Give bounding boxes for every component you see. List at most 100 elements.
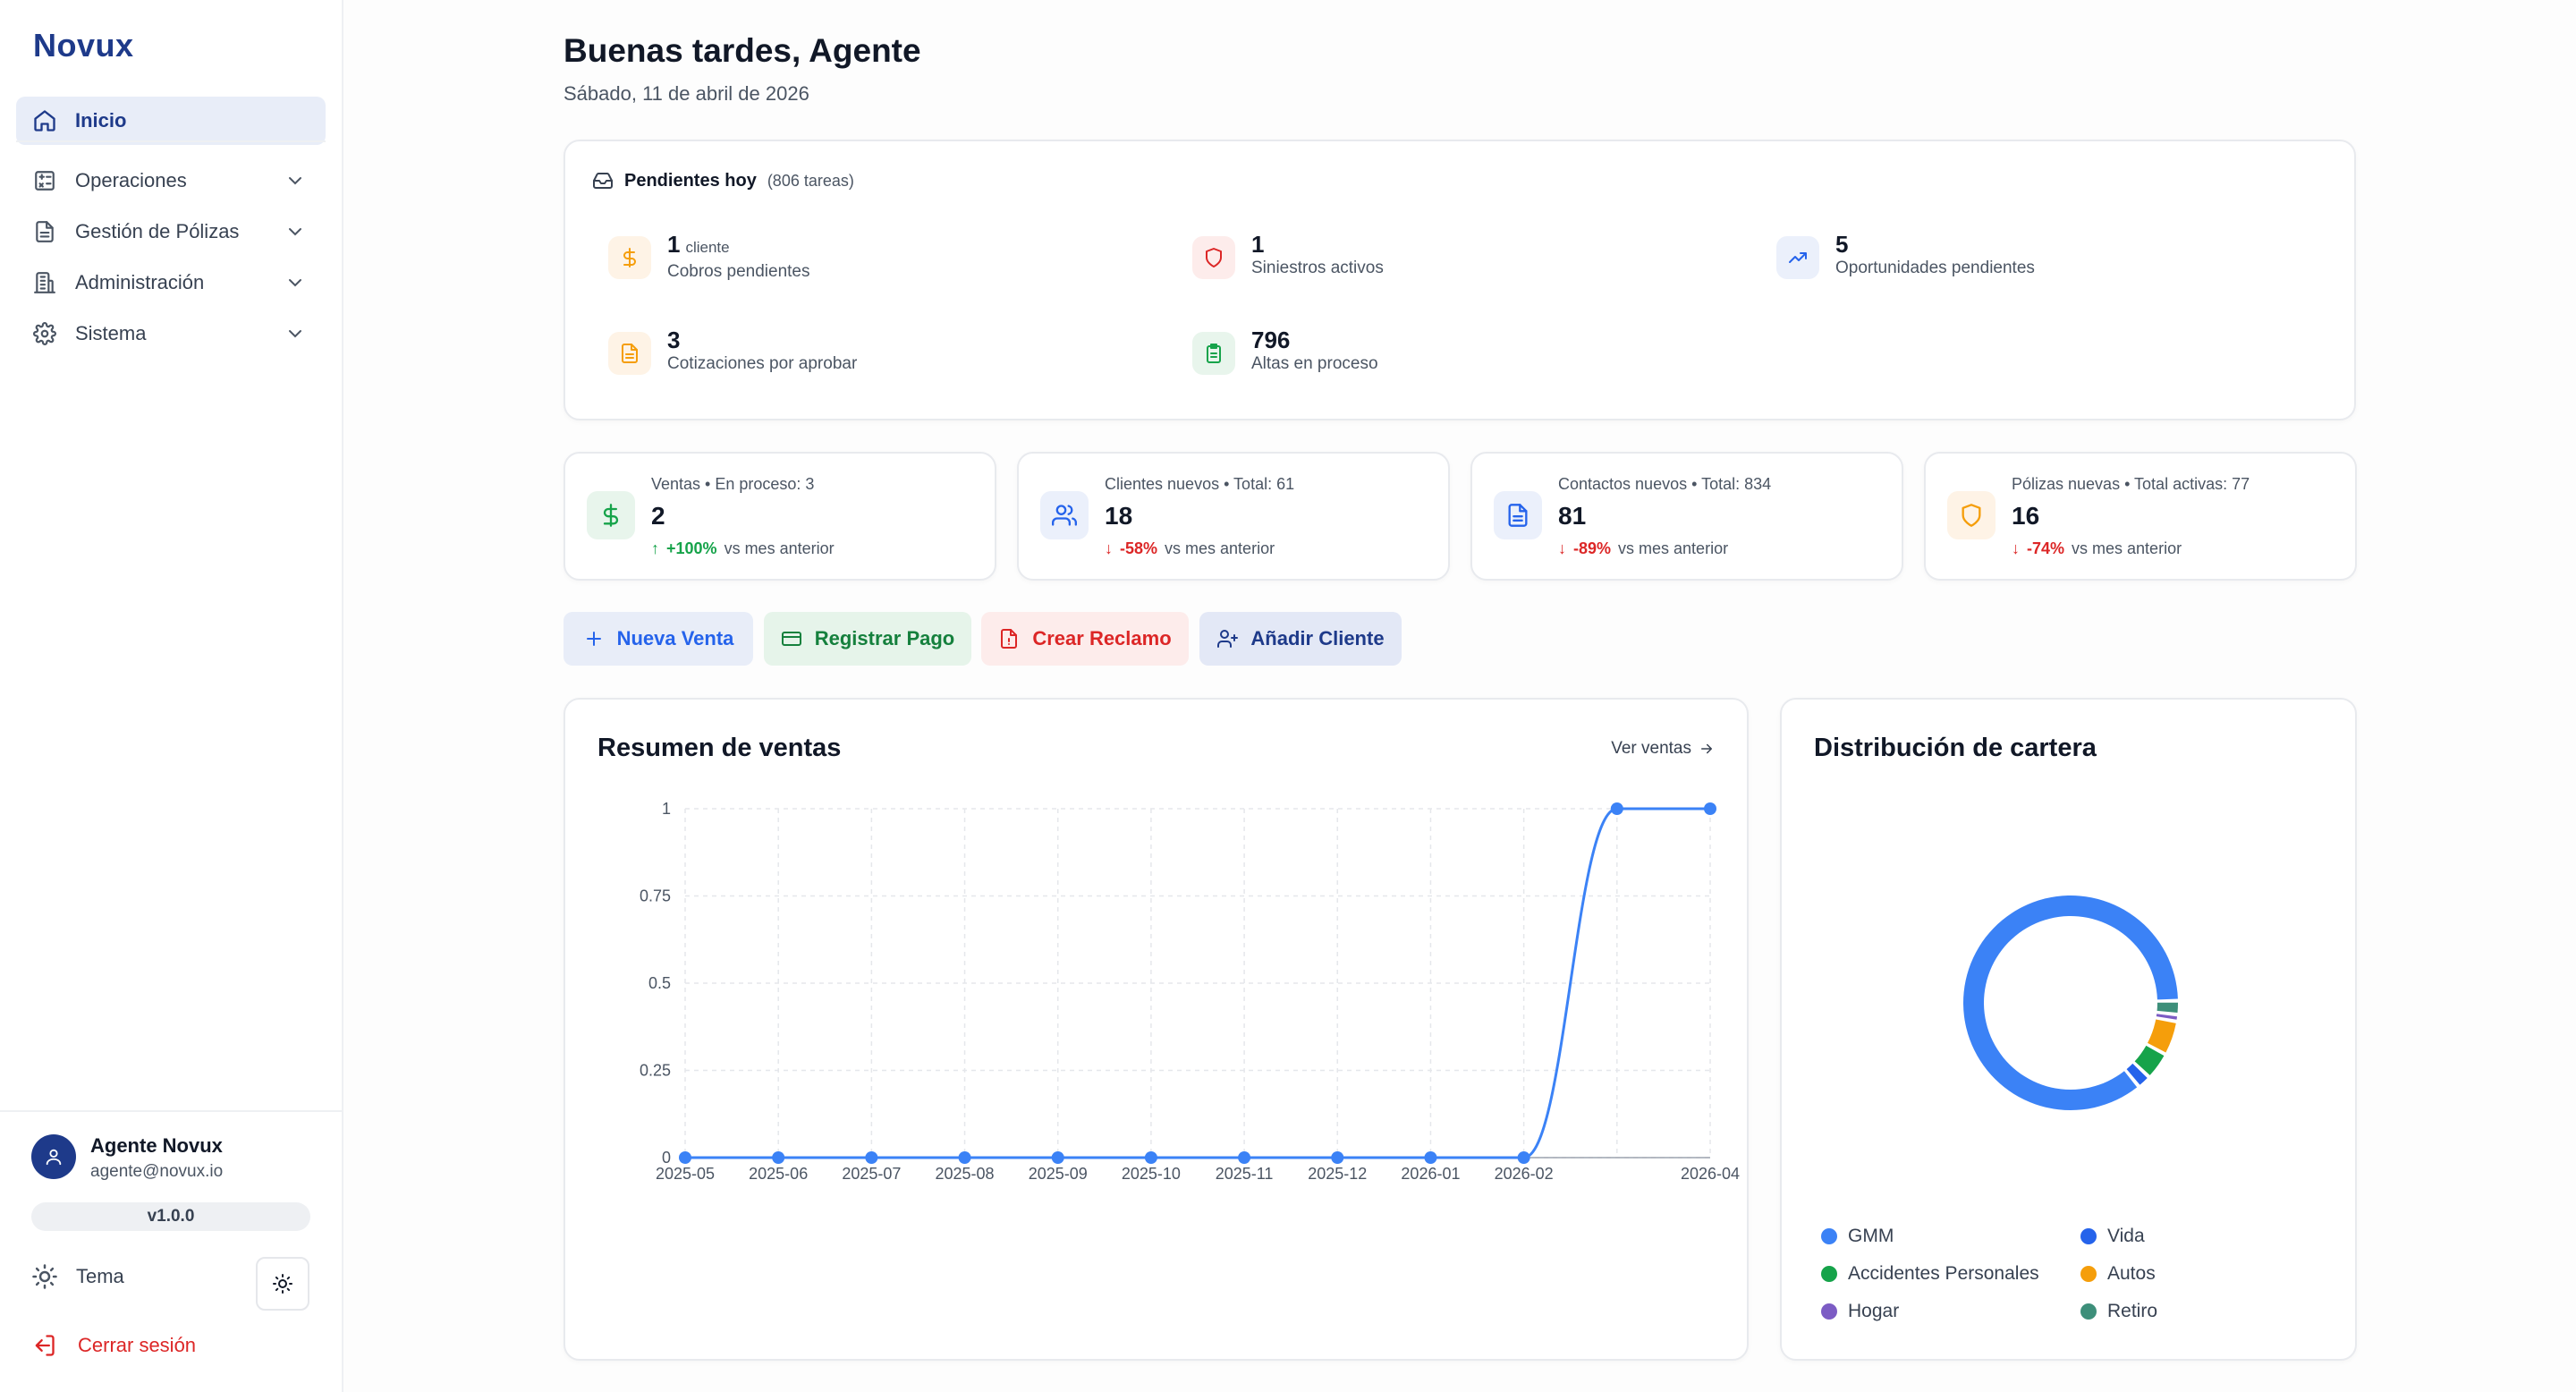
y-tick-label: 1: [662, 800, 671, 818]
legend-swatch: [1821, 1228, 1837, 1244]
sidebar-item-label: Administración: [75, 271, 205, 293]
user-name: Agente Novux: [90, 1134, 223, 1157]
kpi-trend: ↓ -58% vs mes anterior: [1105, 539, 1275, 558]
theme-toggle-button[interactable]: [256, 1257, 309, 1311]
trend-down-icon: ↓: [2012, 539, 2020, 557]
arrow-right-icon: [1701, 743, 1712, 754]
data-point: [865, 1151, 878, 1164]
pending-count: (806 tareas): [767, 171, 854, 190]
portfolio-card: Distribución de cartera GMM Vida Accidente…: [1780, 698, 2357, 1361]
sidebar-item-inicio[interactable]: Inicio: [16, 97, 326, 145]
button-label: Añadir Cliente: [1250, 627, 1385, 649]
legend-swatch: [2080, 1266, 2097, 1282]
y-tick-label: 0.5: [648, 974, 671, 992]
data-point: [1424, 1151, 1437, 1164]
legend-item[interactable]: Vida: [2080, 1226, 2145, 1247]
data-point: [1331, 1151, 1344, 1164]
data-point: [958, 1151, 971, 1164]
logout-icon: [35, 1335, 55, 1356]
users-icon: [1040, 491, 1089, 539]
pending-item-siniestros[interactable]: 1 Siniestros activos: [1192, 231, 1384, 279]
building-icon: [32, 270, 57, 295]
x-tick-label: 2025-08: [936, 1165, 995, 1183]
y-tick-label: 0: [662, 1149, 671, 1167]
button-label: Crear Reclamo: [1032, 627, 1172, 649]
pending-item-oportunidades[interactable]: 5 Oportunidades pendientes: [1776, 231, 2035, 279]
x-tick-label: 2026-04: [1681, 1165, 1740, 1183]
home-icon: [32, 108, 57, 133]
data-point: [1144, 1151, 1157, 1164]
kpi-suffix: vs mes anterior: [2072, 539, 2182, 557]
kpi-heading: Contactos nuevos • Total: 834: [1558, 475, 1772, 493]
shield-icon: [1947, 491, 1996, 539]
data-point: [772, 1151, 785, 1164]
legend-item[interactable]: GMM: [1821, 1226, 1894, 1247]
logout-button[interactable]: Cerrar sesión: [31, 1333, 196, 1358]
sun-icon: [273, 1274, 292, 1294]
file-warning-icon: [1001, 629, 1018, 649]
pending-label: Altas en proceso: [1251, 354, 1378, 373]
sidebar-item-sistema[interactable]: Sistema: [16, 310, 326, 358]
chevron-down-icon: [289, 177, 301, 185]
brand-logo[interactable]: Novux: [33, 27, 134, 64]
x-tick-label: 2025-06: [749, 1165, 808, 1183]
sidebar-item-operaciones[interactable]: Operaciones: [16, 157, 326, 205]
document-icon: [32, 219, 57, 244]
kpi-trend: ↓ -74% vs mes anterior: [2012, 539, 2182, 558]
legend-swatch: [1821, 1303, 1837, 1320]
pending-item-cotizaciones[interactable]: 3 Cotizaciones por aprobar: [608, 327, 857, 375]
sidebar-item-label: Gestión de Pólizas: [75, 220, 240, 242]
sales-summary-title: Resumen de ventas: [597, 734, 842, 762]
new-sale-button[interactable]: Nueva Venta: [564, 612, 753, 666]
theme-label: Tema: [76, 1265, 124, 1287]
shield-icon: [1192, 236, 1235, 279]
legend-swatch: [2080, 1228, 2097, 1244]
donut-slice: [2134, 1045, 2165, 1075]
data-point: [1610, 802, 1623, 815]
avatar[interactable]: [31, 1134, 76, 1179]
sales-summary-card: Resumen de ventas Ver ventas 0 0.25 0.5 0.7…: [564, 698, 1749, 1361]
button-label: Registrar Pago: [814, 627, 955, 649]
theme-row: Tema: [31, 1263, 124, 1290]
data-point: [1704, 802, 1716, 815]
kpi-suffix: vs mes anterior: [1165, 539, 1275, 557]
pending-item-cobros[interactable]: 1 cliente Cobros pendientes: [608, 231, 810, 283]
kpi-percent: -89%: [1573, 539, 1612, 557]
sidebar-item-label: Sistema: [75, 322, 147, 344]
kpi-trend: ↓ -89% vs mes anterior: [1558, 539, 1728, 558]
x-tick-label: 2025-07: [842, 1165, 901, 1183]
kpi-card-contactos[interactable]: Contactos nuevos • Total: 834 81 ↓ -89% …: [1470, 452, 1903, 581]
sun-icon: [32, 1264, 57, 1289]
register-payment-button[interactable]: Registrar Pago: [764, 612, 971, 666]
kpi-card-clientes[interactable]: Clientes nuevos • Total: 61 18 ↓ -58% vs…: [1017, 452, 1450, 581]
legend-item[interactable]: Autos: [2080, 1263, 2156, 1285]
legend-item[interactable]: Retiro: [2080, 1301, 2157, 1322]
x-tick-label: 2025-05: [656, 1165, 715, 1183]
document-icon: [608, 332, 651, 375]
sidebar-item-gestion-polizas[interactable]: Gestión de Pólizas: [16, 208, 326, 256]
donut-slice: [2148, 1019, 2176, 1053]
view-sales-link[interactable]: Ver ventas: [1611, 739, 1715, 759]
kpi-heading: Pólizas nuevas • Total activas: 77: [2012, 475, 2250, 493]
view-sales-label: Ver ventas: [1611, 739, 1691, 758]
kpi-card-polizas[interactable]: Pólizas nuevas • Total activas: 77 16 ↓ …: [1924, 452, 2357, 581]
pending-item-altas[interactable]: 796 Altas en proceso: [1192, 327, 1378, 375]
pending-title-text: Pendientes hoy: [624, 170, 757, 191]
pending-label: Cotizaciones por aprobar: [667, 354, 858, 373]
add-client-button[interactable]: Añadir Cliente: [1199, 612, 1402, 666]
kpi-card-ventas[interactable]: Ventas • En proceso: 3 2 ↑ +100% vs mes …: [564, 452, 996, 581]
kpi-trend: ↑ +100% vs mes anterior: [651, 539, 835, 558]
legend-item[interactable]: Hogar: [1821, 1301, 1899, 1322]
trend-down-icon: ↓: [1558, 539, 1566, 557]
donut-slice: [2156, 1014, 2178, 1020]
legend-label: Retiro: [2107, 1301, 2158, 1321]
legend-item[interactable]: Accidentes Personales: [1821, 1263, 2039, 1285]
kpi-value: 16: [2012, 502, 2040, 530]
nav-divider: [16, 140, 326, 142]
create-claim-button[interactable]: Crear Reclamo: [981, 612, 1189, 666]
donut-slice: [2126, 1063, 2148, 1085]
page-date: Sábado, 11 de abril de 2026: [564, 82, 809, 105]
sidebar-item-administracion[interactable]: Administración: [16, 259, 326, 307]
kpi-value: 81: [1558, 502, 1587, 530]
version-badge: v1.0.0: [31, 1202, 310, 1231]
